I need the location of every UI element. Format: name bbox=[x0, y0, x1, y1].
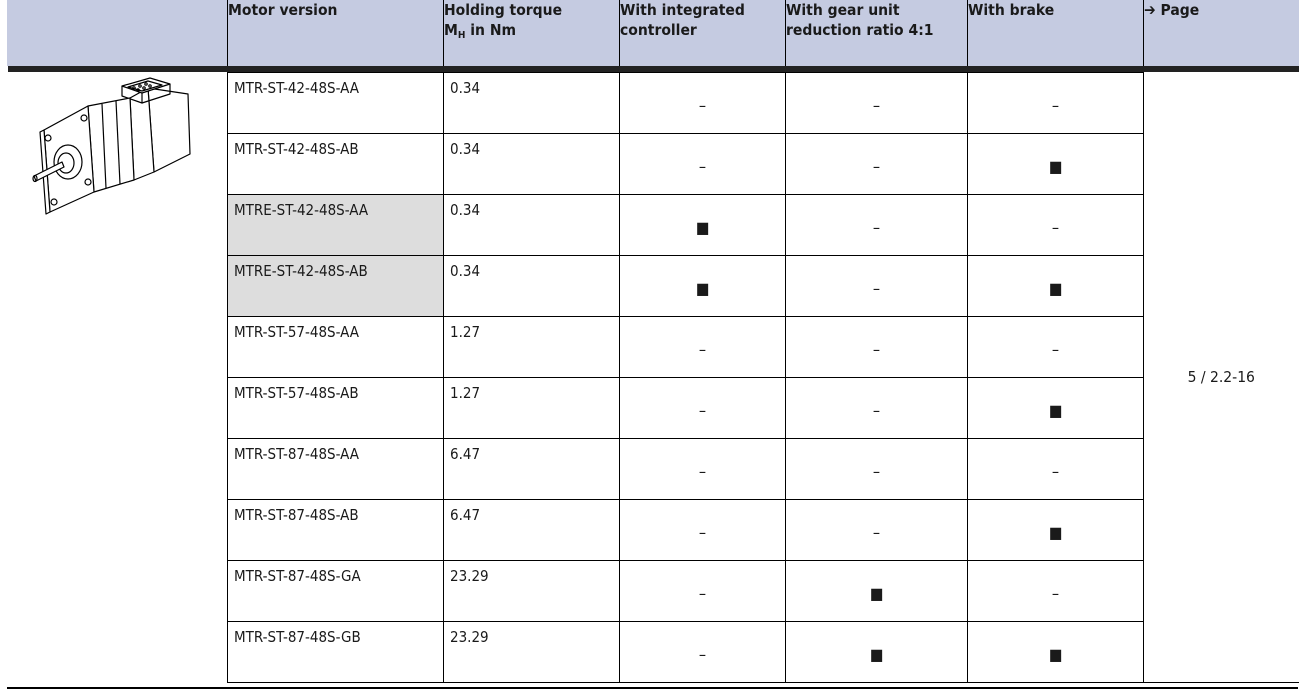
brake-cell: – bbox=[967, 437, 1144, 500]
gear-unit-cell: – bbox=[785, 315, 968, 378]
header-rule bbox=[7, 66, 1299, 72]
motor-image-cell bbox=[7, 72, 228, 682]
brake-cell: – bbox=[967, 193, 1144, 256]
table-bottom-rule bbox=[7, 687, 1298, 689]
integrated-controller-cell: – bbox=[619, 437, 786, 500]
brake-cell: ■ bbox=[967, 254, 1144, 317]
brake-cell: ■ bbox=[967, 620, 1144, 683]
header-holding-torque: Holding torque MH in Nm bbox=[443, 0, 620, 66]
gear-unit-cell: – bbox=[785, 71, 968, 134]
brake-cell: – bbox=[967, 559, 1144, 622]
integrated-controller-cell: ■ bbox=[619, 193, 786, 256]
page-reference: 5 / 2.2-16 bbox=[1143, 72, 1299, 683]
brake-cell: – bbox=[967, 71, 1144, 134]
motor-version-cell: MTR-ST-87-48S-AA bbox=[227, 437, 444, 500]
integrated-controller-cell: – bbox=[619, 376, 786, 439]
motor-version-cell: MTR-ST-57-48S-AB bbox=[227, 376, 444, 439]
integrated-controller-cell: – bbox=[619, 315, 786, 378]
table-row: MTR-ST-42-48S-AA 0.34 – – – 5 / 2.2-16 bbox=[7, 71, 1299, 683]
holding-torque-cell: 23.29 bbox=[443, 620, 620, 683]
brake-cell: ■ bbox=[967, 498, 1144, 561]
integrated-controller-cell: – bbox=[619, 498, 786, 561]
brake-cell: – bbox=[967, 315, 1144, 378]
header-page: ➔ Page bbox=[1143, 0, 1299, 66]
table-row: MTR-ST-57-48S-AA 1.27– – – bbox=[8, 315, 1299, 378]
holding-torque-cell: 0.34 bbox=[443, 71, 620, 134]
table-row: MTR-ST-42-48S-AB 0.34– – ■ bbox=[8, 132, 1299, 195]
holding-torque-cell: 0.34 bbox=[443, 254, 620, 317]
integrated-controller-cell: – bbox=[619, 559, 786, 622]
table-row: MTRE-ST-42-48S-AA 0.34 ■ – – bbox=[8, 193, 1299, 256]
header-holding-torque-label: Holding torque bbox=[444, 1, 563, 19]
header-gear-unit: With gear unit reduction ratio 4:1 bbox=[785, 0, 968, 66]
integrated-controller-cell: ■ bbox=[619, 254, 786, 317]
motor-version-cell: MTRE-ST-42-48S-AB bbox=[227, 254, 444, 317]
gear-unit-cell: ■ bbox=[785, 559, 968, 622]
header-integrated-controller: With integrated controller bbox=[619, 0, 786, 66]
integrated-controller-cell: – bbox=[619, 620, 786, 683]
motor-version-cell: MTR-ST-87-48S-GB bbox=[227, 620, 444, 683]
motor-version-cell: MTR-ST-42-48S-AB bbox=[227, 132, 444, 195]
brake-cell: ■ bbox=[967, 376, 1144, 439]
motor-version-cell: MTRE-ST-42-48S-AA bbox=[227, 193, 444, 256]
gear-unit-cell: – bbox=[785, 498, 968, 561]
motor-version-cell: MTR-ST-87-48S-GA bbox=[227, 559, 444, 622]
motor-version-cell: MTR-ST-57-48S-AA bbox=[227, 315, 444, 378]
header-motor-version: Motor version bbox=[227, 0, 444, 66]
header-row: Motor version Holding torque MH in Nm Wi… bbox=[7, 0, 1299, 66]
table-row: MTRE-ST-42-48S-AB 0.34 ■ – ■ bbox=[8, 254, 1299, 317]
header-holding-torque-unit: in Nm bbox=[465, 21, 517, 39]
motor-spec-table: Motor version Holding torque MH in Nm Wi… bbox=[7, 0, 1299, 683]
gear-unit-cell: – bbox=[785, 193, 968, 256]
header-image-column bbox=[7, 0, 228, 66]
gear-unit-cell: – bbox=[785, 376, 968, 439]
integrated-controller-cell: – bbox=[619, 71, 786, 134]
holding-torque-cell: 0.34 bbox=[443, 132, 620, 195]
gear-unit-cell: – bbox=[785, 437, 968, 500]
gear-unit-cell: ■ bbox=[785, 620, 968, 683]
holding-torque-cell: 6.47 bbox=[443, 437, 620, 500]
header-holding-torque-symbol: M bbox=[444, 21, 458, 39]
holding-torque-cell: 1.27 bbox=[443, 315, 620, 378]
integrated-controller-cell: – bbox=[619, 132, 786, 195]
header-brake: With brake bbox=[967, 0, 1144, 66]
gear-unit-cell: – bbox=[785, 254, 968, 317]
holding-torque-cell: 6.47 bbox=[443, 498, 620, 561]
holding-torque-cell: 1.27 bbox=[443, 376, 620, 439]
holding-torque-cell: 23.29 bbox=[443, 559, 620, 622]
table-row: MTR-ST-87-48S-GB 23.29– ■ ■ bbox=[8, 620, 1299, 683]
table-row: MTR-ST-87-48S-AA 6.47– – – bbox=[8, 437, 1299, 500]
brake-cell: ■ bbox=[967, 132, 1144, 195]
header-holding-torque-subscript: H bbox=[457, 30, 466, 41]
holding-torque-cell: 0.34 bbox=[443, 193, 620, 256]
stepper-motor-icon bbox=[31, 77, 191, 215]
gear-unit-cell: – bbox=[785, 132, 968, 195]
motor-version-cell: MTR-ST-42-48S-AA bbox=[227, 71, 444, 134]
table-row: MTR-ST-87-48S-AB 6.47– – ■ bbox=[8, 498, 1299, 561]
motor-version-cell: MTR-ST-87-48S-AB bbox=[227, 498, 444, 561]
